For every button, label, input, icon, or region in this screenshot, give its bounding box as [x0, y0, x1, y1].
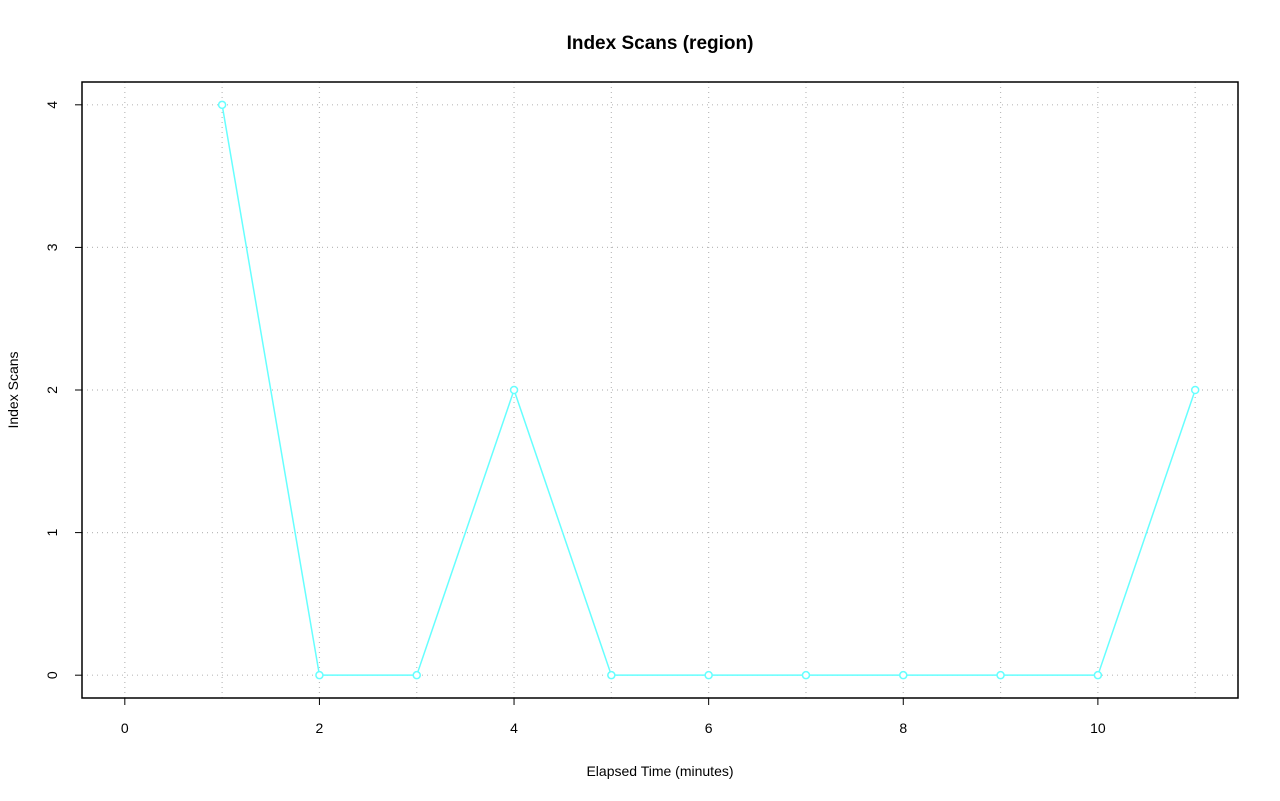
x-tick-label: 2 [316, 720, 324, 736]
chart-title: Index Scans (region) [567, 33, 754, 54]
y-tick-label: 2 [44, 386, 60, 394]
y-tick-label: 4 [44, 101, 60, 109]
y-axis-label: Index Scans [5, 351, 21, 428]
x-tick-label: 6 [705, 720, 713, 736]
plot-frame [81, 81, 1239, 699]
point [509, 385, 519, 395]
y-tick-label: 3 [44, 243, 60, 251]
y-tick-label: 1 [44, 528, 60, 536]
point [801, 670, 811, 680]
x-tick-label: 10 [1090, 720, 1106, 736]
point [996, 670, 1005, 680]
point [1190, 385, 1200, 395]
y-tick-label: 0 [44, 671, 60, 679]
x-axis-label: Elapsed Time (minutes) [586, 763, 733, 779]
series-line [221, 104, 1196, 676]
x-tick-label: 4 [510, 720, 518, 736]
point [1093, 670, 1103, 680]
x-tick-label: 0 [121, 720, 129, 736]
point [899, 670, 908, 680]
point [315, 670, 324, 680]
point [217, 100, 227, 110]
x-tick-label: 8 [899, 720, 907, 736]
point [412, 670, 421, 680]
point [607, 670, 616, 680]
point [704, 670, 713, 680]
